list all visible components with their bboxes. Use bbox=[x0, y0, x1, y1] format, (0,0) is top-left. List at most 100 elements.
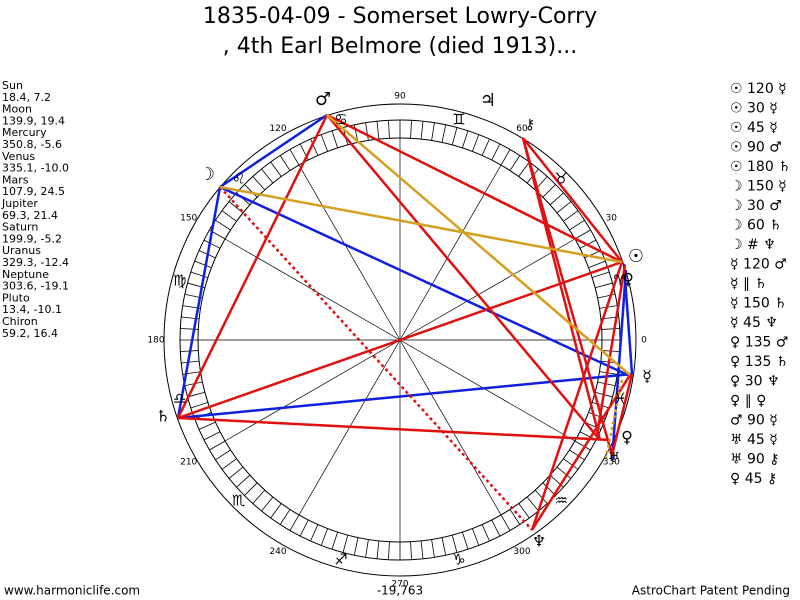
ring-tick bbox=[491, 519, 501, 537]
ring-tick bbox=[244, 184, 258, 198]
outer-circle bbox=[163, 103, 637, 577]
planet-name: Uranus bbox=[2, 244, 41, 257]
aspect-entry: ☉ 30 ☿ bbox=[730, 101, 778, 117]
aspect-entry: ♀ 135 ♄ bbox=[730, 354, 788, 370]
planet-position: 303.6, -19.1 bbox=[2, 280, 69, 293]
ring-tick bbox=[491, 143, 501, 161]
ring-tick bbox=[180, 328, 199, 330]
planet-position: 59.2, 16.4 bbox=[2, 327, 58, 340]
planet-name: Moon bbox=[2, 103, 32, 116]
aspect-line bbox=[530, 374, 632, 531]
ring-tick bbox=[270, 161, 282, 177]
ring-tick bbox=[376, 121, 380, 140]
zodiac-sign: ♊ bbox=[452, 110, 465, 128]
footer-notice: AstroChart Patent Pending bbox=[632, 584, 790, 598]
ring-tick bbox=[500, 149, 511, 166]
ring-tick bbox=[215, 449, 231, 461]
ring-tick bbox=[244, 482, 258, 496]
ring-tick bbox=[534, 489, 548, 504]
degree-label: 330 bbox=[603, 458, 620, 468]
degree-label: 120 bbox=[269, 124, 286, 134]
ring-tick bbox=[431, 122, 435, 141]
aspect-line bbox=[176, 114, 329, 419]
ring-tick bbox=[451, 127, 458, 145]
ring-tick bbox=[462, 130, 469, 149]
zodiac-sign: ♋ bbox=[334, 110, 347, 128]
zodiac-sign: ♓ bbox=[614, 390, 627, 408]
aspect-line bbox=[176, 186, 222, 419]
planet-glyph: ♂ bbox=[315, 89, 331, 110]
aspect-line bbox=[177, 372, 633, 420]
ring-tick bbox=[441, 537, 447, 556]
planet-position: 350.8, -5.6 bbox=[2, 138, 62, 151]
planet-glyph: ♃ bbox=[480, 90, 496, 111]
degree-label: 180 bbox=[147, 336, 164, 346]
ring-tick bbox=[376, 540, 380, 559]
planet-glyph: ♅ bbox=[608, 450, 621, 466]
planet-name: Sun bbox=[2, 79, 23, 92]
ring-tick bbox=[451, 535, 458, 553]
planet-position: 107.9, 24.5 bbox=[2, 185, 65, 198]
planet-position: 335.1, -10.0 bbox=[2, 162, 69, 175]
planet-glyph: ⚷ bbox=[525, 117, 535, 133]
ring-tick bbox=[563, 458, 579, 470]
ring-tick bbox=[289, 514, 300, 531]
aspect-line bbox=[177, 260, 623, 420]
degree-label: 30 bbox=[606, 214, 618, 224]
ring-tick bbox=[181, 360, 200, 364]
ring-tick bbox=[203, 431, 221, 441]
planet-name: Mars bbox=[2, 173, 29, 186]
ring-tick bbox=[194, 260, 212, 268]
ring-tick bbox=[388, 541, 390, 560]
aspect-line bbox=[610, 373, 634, 456]
degree-label: 60 bbox=[516, 124, 528, 134]
ring-tick bbox=[509, 155, 521, 171]
ring-tick bbox=[410, 120, 412, 139]
zodiac-sign: ♈ bbox=[614, 271, 627, 289]
ring-tick bbox=[410, 541, 412, 560]
aspect-entry: ♅ 45 ☿ bbox=[730, 432, 778, 448]
ring-tick bbox=[595, 282, 613, 289]
ring-tick bbox=[209, 440, 226, 451]
footer-score: -19,763 bbox=[377, 584, 423, 598]
ring-tick bbox=[221, 458, 237, 470]
aspect-line bbox=[530, 261, 624, 531]
ring-tick bbox=[526, 496, 539, 512]
aspect-entry: ♂ 90 ☿ bbox=[730, 413, 778, 429]
aspect-line bbox=[604, 379, 624, 459]
ring-tick bbox=[518, 503, 530, 519]
house-line bbox=[298, 164, 401, 341]
ring-tick bbox=[261, 168, 274, 184]
planet-name: Mercury bbox=[2, 126, 47, 139]
planet-name: Venus bbox=[2, 150, 35, 163]
aspect-line bbox=[326, 114, 631, 376]
zodiac-sign: ♌ bbox=[232, 169, 245, 187]
ring-tick bbox=[472, 528, 480, 546]
aspect-entry: ☽ 150 ☿ bbox=[730, 179, 787, 195]
ring-tick bbox=[549, 192, 564, 206]
aspect-entry: ☽ # ♆ bbox=[730, 237, 776, 253]
aspect-entry: ☽ 60 ♄ bbox=[730, 218, 782, 234]
aspect-line bbox=[326, 114, 601, 441]
ring-tick bbox=[190, 402, 209, 409]
degree-label: 0 bbox=[641, 336, 647, 346]
zodiac-sign: ♐ bbox=[334, 551, 347, 569]
ring-tick bbox=[299, 519, 309, 537]
ring-tick bbox=[310, 138, 319, 156]
ring-tick bbox=[279, 155, 291, 171]
aspect-line bbox=[522, 137, 623, 263]
aspect-line bbox=[219, 113, 328, 189]
ring-tick bbox=[542, 184, 556, 198]
house-line bbox=[224, 339, 401, 442]
ring-tick bbox=[270, 503, 282, 519]
aspect-entry: ☽ 30 ♂ bbox=[730, 198, 782, 214]
ring-tick bbox=[215, 219, 231, 231]
ring-tick bbox=[236, 474, 251, 488]
title-line: , 4th Earl Belmore (died 1913)... bbox=[223, 34, 578, 59]
degree-label: 300 bbox=[513, 547, 530, 557]
ring-tick bbox=[509, 509, 521, 525]
zodiac-sign: ♉ bbox=[554, 169, 567, 187]
ring-tick bbox=[279, 509, 291, 525]
aspect-entry: ☿ 120 ♂ bbox=[730, 257, 787, 273]
